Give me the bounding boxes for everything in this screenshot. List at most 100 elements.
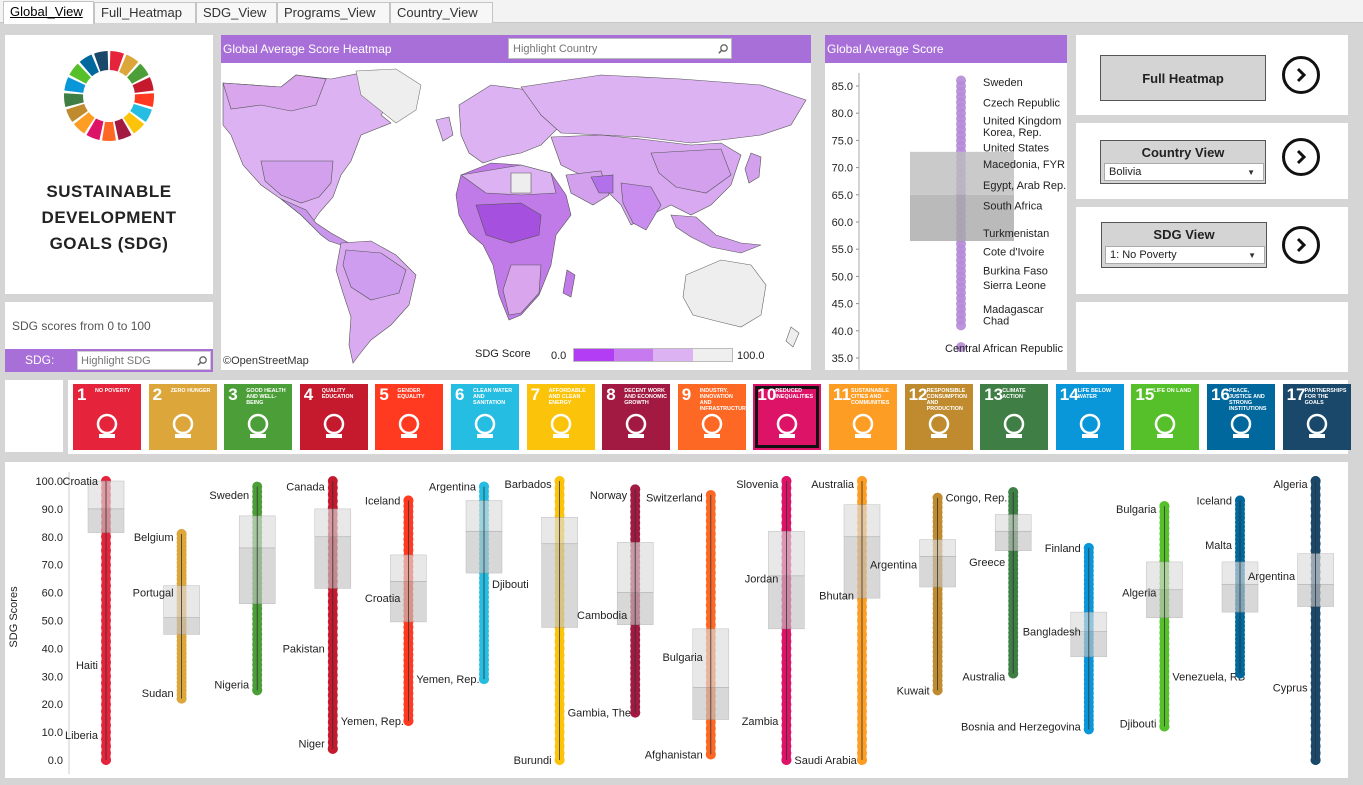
new-zealand-shape (785, 326, 800, 348)
sdg-tile-label: Good Health and Well-Being (246, 388, 286, 406)
avg-country-label: Cote d'Ivoire (983, 246, 1044, 258)
avg-country-label: Egypt, Arab Rep. (983, 180, 1066, 192)
data-point[interactable] (252, 481, 263, 492)
sdg-tile-11[interactable]: 11 Sustainable Cities and Communities (829, 384, 897, 450)
sdg-wheel-icon (64, 51, 154, 141)
sdg-tile-number: 2 (152, 385, 163, 404)
sdg-tile-4[interactable]: 4 Quality Education (299, 384, 368, 450)
series-point-label: Afghanistan (645, 749, 703, 761)
avg-country-label: Turkmenistan (983, 228, 1049, 240)
data-point[interactable] (1159, 721, 1170, 732)
y-tick-label: 20.0 (42, 699, 63, 711)
north-america-shape (222, 72, 397, 226)
full-heatmap-button[interactable]: Full Heatmap (1100, 55, 1266, 101)
series-point-label: Algeria (1122, 588, 1157, 600)
series-point-label: Australia (962, 671, 1006, 683)
tab-global-view[interactable]: Global_View (3, 1, 94, 24)
sdg-tile-9[interactable]: 9 Industry, Innovation and Infrastructure (677, 384, 746, 450)
series-point-label: Yemen, Rep. (341, 716, 404, 728)
country-view-label: Country View (1141, 145, 1225, 160)
sdg-tile-13[interactable]: 13 Climate Action (980, 384, 1049, 450)
wheel-segment (94, 51, 109, 72)
series-point-label: Canada (286, 482, 325, 494)
gender-icon (399, 413, 420, 438)
avg-point[interactable] (956, 320, 966, 331)
sdg-tile-number: 9 (681, 385, 692, 404)
data-point[interactable] (630, 484, 641, 495)
sdg-tile-15[interactable]: 15 Life on Land (1131, 384, 1200, 450)
y-tick-label: 70.0 (42, 560, 63, 572)
sdg-tile-label: Affordable and Clean Energy (548, 388, 586, 406)
rings-icon (1306, 413, 1327, 438)
series-point-label: Cambodia (577, 610, 628, 622)
tab-sdg-view[interactable]: SDG_View (196, 2, 277, 23)
japan-shape (744, 152, 762, 184)
map-legend-max: 100.0 (737, 350, 765, 362)
sdg-tile-label: Quality Education (321, 388, 354, 400)
sdg-tile-3[interactable]: 3 Good Health and Well-Being (224, 384, 293, 450)
sdg-tile-label: No Poverty (95, 388, 131, 394)
avg-country-label: United Kingdom (983, 115, 1061, 127)
avg-country-label: United States (983, 142, 1050, 154)
sdg-filter-bar: SDG: (5, 349, 213, 372)
world-map[interactable] (221, 65, 811, 370)
sdg-tile-2[interactable]: 2 Zero Hunger (148, 384, 217, 450)
avg-tick-label: 55.0 (832, 244, 853, 256)
sdg-tile-label: Clean Water and Sanitation (473, 388, 513, 406)
blank-panel (1076, 302, 1348, 372)
brazil-shape (342, 249, 407, 301)
sdg-tile-1[interactable]: 1 No Poverty (73, 384, 141, 450)
sdg-highlight-input[interactable] (77, 351, 211, 370)
russia-shape (520, 74, 807, 144)
sdg-select[interactable]: 1: No Poverty (1105, 246, 1265, 264)
sdg-tile-label: Peace, Justice and Strong Institutions (1229, 388, 1267, 412)
go-full-heatmap-icon[interactable] (1282, 56, 1320, 94)
series-point-label: Djibouti (492, 579, 529, 591)
sdg-scores-chart: SDG Scores 100.0 90.0 80.0 70.0 60.0 50.0 40.0 3… (8, 472, 1334, 774)
global-average-chart: 85.0 80.0 75.0 70.0 65.0 60.0 55.0 50.0 45.0 40.0… (832, 73, 1066, 370)
tab-full-heatmap[interactable]: Full_Heatmap (94, 2, 196, 23)
avg-country-label: Burkina Faso (983, 265, 1048, 277)
avg-tick-label: 45.0 (832, 299, 853, 311)
sdg-tile-8[interactable]: 8 Decent Work and Economic Growth (602, 384, 671, 450)
map-legend-title: SDG Score (475, 348, 531, 360)
sdg-tile-17[interactable]: 17 Partnerships for the Goals (1282, 384, 1351, 450)
series-point-label: Bulgaria (1116, 504, 1157, 516)
tab-country-view[interactable]: Country_View (390, 2, 493, 23)
data-point[interactable] (705, 749, 716, 760)
avg-point[interactable] (956, 342, 966, 353)
data-point[interactable] (1159, 501, 1170, 512)
tab-programs-view[interactable]: Programs_View (277, 2, 390, 23)
wheel-segment (79, 54, 99, 77)
data-point[interactable] (479, 481, 489, 492)
sdg-tile-10[interactable]: 10 Reduced Inequalities (753, 384, 822, 450)
sdg-tile-12[interactable]: 12 Responsible Consumption and Production (904, 384, 973, 450)
australia-shape (682, 259, 767, 328)
data-point[interactable] (1235, 668, 1245, 679)
growth-icon (625, 413, 647, 438)
go-country-view-icon[interactable] (1282, 138, 1320, 176)
sun-icon (550, 413, 571, 438)
central-africa-shape (475, 202, 542, 244)
equal-icon (777, 413, 798, 438)
country-select[interactable]: Bolivia (1104, 163, 1264, 181)
sdg-tile-number: 16 (1211, 385, 1230, 404)
wheel-segment (86, 118, 104, 140)
wheel-segment (64, 77, 86, 93)
sdg-tile-label: Sustainable Cities and Communities (851, 388, 890, 406)
sdg-tile-5[interactable]: 5 Gender Equality (375, 384, 444, 450)
sdg-tile-number: 13 (984, 385, 1004, 404)
map-legend-min: 0.0 (551, 350, 567, 362)
sdg-tile-number: 11 (833, 385, 851, 404)
data-point[interactable] (932, 492, 943, 503)
avg-country-label: Macedonia, FYR (983, 159, 1065, 171)
sdg-tile-6[interactable]: 6 Clean Water and Sanitation (451, 384, 519, 450)
sdg-tile-7[interactable]: 7 Affordable and Clean Energy (526, 384, 595, 450)
data-point[interactable] (1008, 668, 1019, 679)
bowl-icon (172, 413, 193, 438)
sdg-tile-14[interactable]: 14 Life Below Water (1055, 384, 1124, 450)
go-sdg-view-icon[interactable] (1282, 226, 1320, 264)
avg-country-label: Sierra Leone (983, 280, 1046, 292)
sdg-tile-16[interactable]: 16 Peace, Justice and Strong Institutions (1207, 384, 1275, 450)
highlight-country-input[interactable] (508, 38, 732, 59)
